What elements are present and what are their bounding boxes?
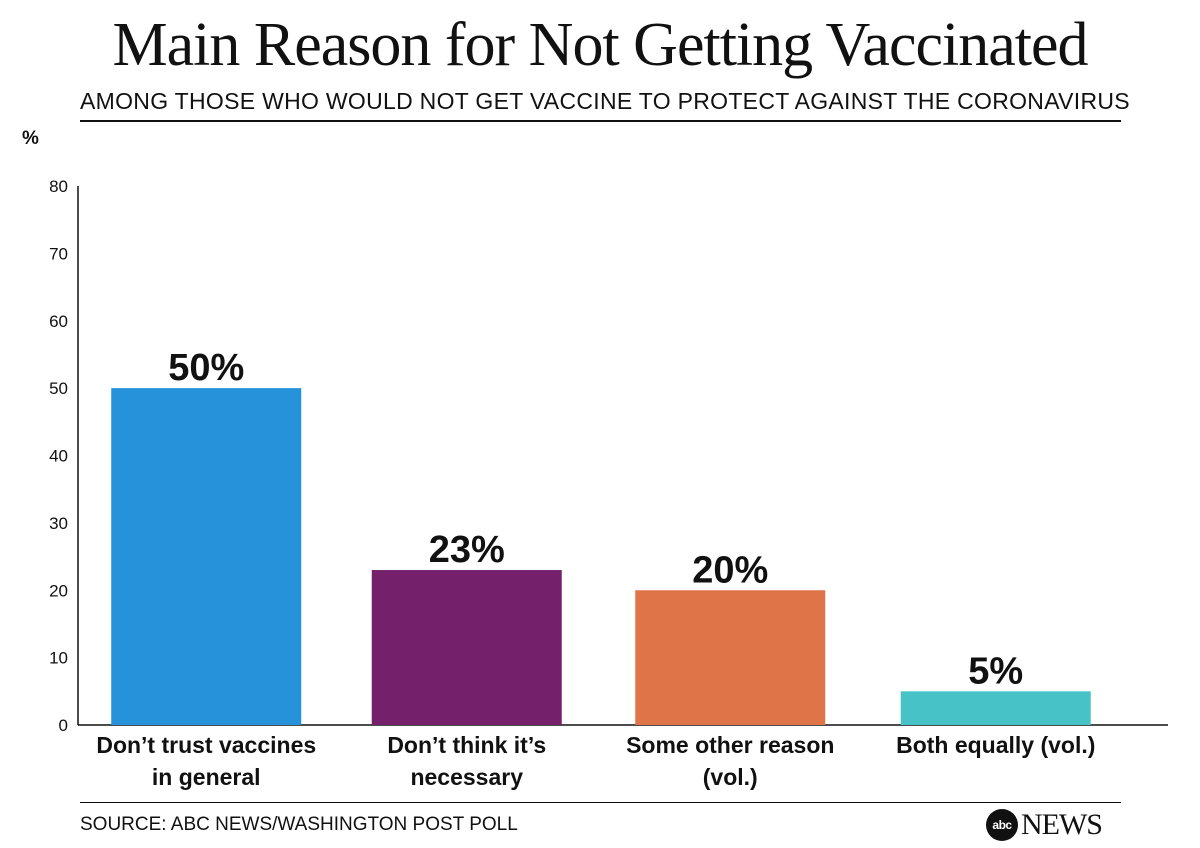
header-divider [80,120,1121,122]
footer-divider [80,802,1121,803]
bar-value-label: 23% [429,529,505,571]
bar [635,590,826,725]
source-note: SOURCE: ABC NEWS/WASHINGTON POST POLL [80,814,518,835]
bar [111,388,302,725]
bar [900,691,1091,725]
y-tick-label: 60 [49,312,68,331]
x-category-label: Some other reason [626,732,834,758]
bar-value-label: 50% [168,347,244,389]
x-category-label: Don’t think it’s [387,732,546,758]
x-category-label: Both equally (vol.) [896,732,1095,758]
y-tick-label: 20 [49,581,68,600]
news-wordmark: NEWS [1021,808,1103,841]
y-axis-unit-label: % [22,128,39,149]
y-tick-label: 40 [49,447,68,466]
y-tick-label: 50 [49,379,68,398]
x-category-label: necessary [410,764,523,790]
y-tick-label: 0 [59,716,68,735]
bar-value-label: 5% [968,650,1023,692]
chart-title: Main Reason for Not Getting Vaccinated [112,11,1089,79]
abc-news-logo: abc NEWS [986,808,1103,842]
bar [371,570,562,725]
chart-subtitle: AMONG THOSE WHO WOULD NOT GET VACCINE TO… [80,88,1130,114]
y-tick-label: 10 [49,649,68,668]
abc-logo-mark: abc [986,809,1018,841]
x-category-label: Don’t trust vaccines [96,732,316,758]
bar-chart: 0 10 20 30 40 50 60 70 80 50% Don’t trust vaccines… [49,177,1168,790]
y-tick-label: 80 [49,177,68,196]
y-tick-label: 30 [49,514,68,533]
bar-value-label: 20% [692,549,768,591]
x-category-label: in general [152,764,261,790]
y-tick-label: 70 [49,244,68,263]
x-category-label: (vol.) [703,764,758,790]
